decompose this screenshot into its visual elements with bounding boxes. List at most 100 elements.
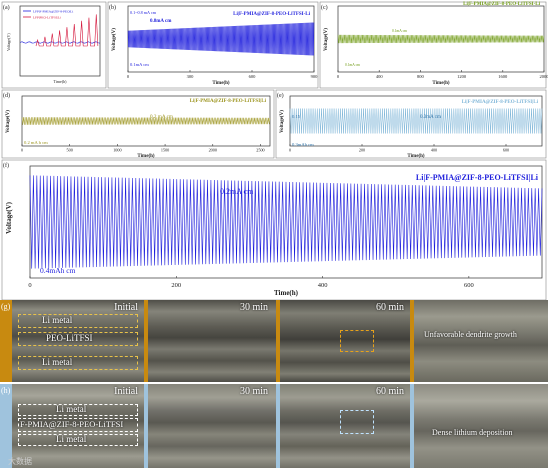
chart-title: Li|F-PMIA@ZIF-8-PEO-LiTFSI-Li	[463, 2, 540, 7]
separator	[276, 384, 280, 468]
x-tick-label: 0	[21, 148, 23, 153]
x-tick-label: 2500	[256, 148, 264, 153]
x-axis-label: Time(h)	[407, 154, 424, 159]
layer-box	[18, 332, 138, 346]
layer-label: Li metal	[56, 434, 87, 444]
x-tick-label: 1000	[113, 148, 121, 153]
x-tick-label: 1500	[161, 148, 169, 153]
photo-h-60min: 60 min	[280, 384, 410, 468]
x-tick-label: 600	[503, 148, 509, 153]
x-tick-label: 500	[67, 148, 73, 153]
plot-area	[289, 95, 543, 147]
chart-b: 0 300 600 900 Time(h) Voltage(V) Li|F-PMIA@ZIF…	[107, 1, 319, 89]
x-tick-label: 400	[376, 74, 384, 79]
time-label: 60 min	[375, 302, 404, 313]
x-axis-label: Time(h)	[212, 81, 229, 86]
panel-label: (e)	[277, 92, 284, 99]
layer-label: PEO-LiTFSI	[46, 333, 93, 343]
x-tick-label: 600	[249, 74, 257, 79]
x-tick-label: 0	[289, 148, 291, 153]
chart-a: LFP|F-PMIA@ZIF-8-PEO|Li LFP|PEO-LiTFSI|Li…	[1, 1, 107, 89]
y-axis-label: Voltage(V)	[6, 33, 11, 51]
time-label: 30 min	[239, 302, 268, 313]
plot-area	[19, 5, 101, 77]
chart-title: Li|F-PMIA@ZIF-8-PEO-LiTFSI|Li	[190, 99, 267, 104]
x-tick-label: 1200	[457, 74, 467, 79]
annotation: 0.2 mA h cm	[24, 140, 48, 145]
time-label: Initial	[114, 302, 138, 313]
zoom-box	[340, 330, 374, 352]
annotation: 0.8mA cm	[150, 19, 172, 24]
panel-label: (g)	[1, 302, 11, 311]
series-line	[127, 22, 315, 56]
annotation: 0.3mAh cm	[292, 142, 314, 147]
series-line	[29, 175, 543, 269]
chart-title: Li|F-PMIA@ZIF-8-PEO-LiTFSI|Li	[462, 100, 539, 105]
watermark: 大数据	[8, 457, 32, 466]
layer-label: Li metal	[42, 315, 73, 325]
separator	[144, 384, 148, 468]
layer-box	[18, 356, 138, 370]
x-tick-label: 800	[417, 74, 425, 79]
x-tick-label: 200	[171, 282, 181, 289]
layer-box	[18, 404, 138, 416]
annotation: 0.3mA cm	[420, 115, 441, 120]
photo-h-initial: Initial Li metal F-PMIA@ZIF-8-PEO-LiTFSI…	[12, 384, 144, 468]
separator	[410, 384, 414, 468]
separator	[276, 300, 280, 382]
x-tick-label: 600	[464, 282, 474, 289]
photo-g-60min: 60 min	[280, 300, 410, 382]
annotation: 0.2mA cm	[220, 187, 254, 196]
photo-g-initial: Initial Li metal PEO-LiTFSI Li metal	[12, 300, 144, 382]
layer-label: Li metal	[42, 357, 73, 367]
series-line	[21, 117, 271, 125]
annotation: 0.1~0.8 mA cm	[130, 10, 157, 15]
panel-label: (b)	[109, 4, 116, 11]
panel-label: (d)	[3, 92, 10, 99]
annotation: 0.2 mA cm	[150, 114, 173, 120]
panel-label: (h)	[1, 386, 11, 395]
x-tick-label: 1600	[498, 74, 508, 79]
panel-label: (a)	[3, 4, 10, 11]
x-axis-label: Time(h)	[432, 81, 449, 86]
annotation: 0.1mA cm	[392, 29, 407, 33]
photo-h-zoom: Dense lithium deposition	[414, 384, 548, 468]
layer-box	[18, 434, 138, 446]
y-axis-label: Voltage(V)	[280, 110, 285, 133]
layer-box	[18, 418, 138, 432]
charts-canvas: LFP|F-PMIA@ZIF-8-PEO|Li LFP|PEO-LiTFSI|Li…	[1, 1, 548, 300]
chart-title: Li|F-PMIA@ZIF-8-PEO-LiTFSI-Li	[233, 12, 310, 17]
chart-title: Li|F-PMIA@ZIF-8-PEO-LiTFSI|Li	[416, 173, 539, 182]
x-axis-label: Time(h)	[54, 79, 68, 84]
layer-label: Li metal	[56, 404, 87, 414]
y-axis-label: Voltage(V)	[112, 28, 117, 51]
panel-label: (c)	[321, 4, 328, 11]
series-line	[19, 41, 101, 44]
series-line	[35, 14, 99, 47]
photo-g-zoom: Unfavorable dendrite growth	[414, 300, 548, 382]
chart-f: 0 200 400 600 Time(h) Voltage(V) Li|F-PMIA@ZIF…	[1, 159, 547, 300]
chart-e: 0 200 400 600 Time(h) Voltage(V) Li|F-PMIA@ZIF…	[275, 89, 547, 159]
annotation: 0.1mA cm	[345, 63, 360, 67]
zoom-box	[340, 410, 374, 434]
photo-g-30min: 30 min	[148, 300, 276, 382]
separator	[144, 300, 148, 382]
x-tick-label: 900	[311, 74, 319, 79]
photo-row-h: Initial Li metal F-PMIA@ZIF-8-PEO-LiTFSI…	[0, 384, 548, 468]
y-axis-label: Voltage(V)	[5, 201, 13, 234]
x-tick-label: 400	[431, 148, 437, 153]
chart-d: 0 500 1000 1500 2000 2500 Time(h) Voltage(V) Li|…	[1, 89, 275, 159]
legend-entry: LFP|F-PMIA@ZIF-8-PEO|Li	[33, 10, 73, 14]
layer-label: F-PMIA@ZIF-8-PEO-LiTFSI	[20, 419, 124, 429]
x-tick-label: 0	[337, 74, 340, 79]
x-tick-label: 0	[28, 282, 31, 289]
x-tick-label: 0	[127, 74, 130, 79]
zoom-annotation: Unfavorable dendrite growth	[424, 330, 517, 339]
time-label: Initial	[114, 386, 138, 397]
panel-label: (f)	[3, 162, 9, 169]
series-line	[289, 108, 543, 134]
zoom-annotation: Dense lithium deposition	[432, 428, 513, 437]
annotation: 0.15	[292, 114, 301, 119]
x-tick-label: 300	[187, 74, 195, 79]
y-axis-label: Voltage(V)	[324, 28, 329, 51]
